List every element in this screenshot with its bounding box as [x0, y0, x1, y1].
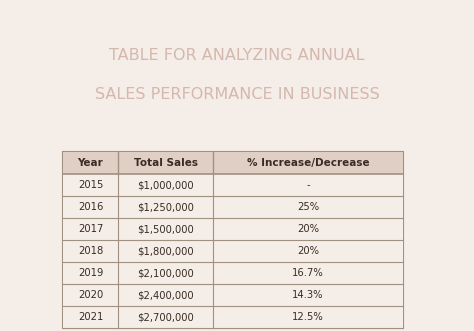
Text: TABLE FOR ANALYZING ANNUAL: TABLE FOR ANALYZING ANNUAL	[109, 48, 365, 63]
Text: -: -	[306, 180, 310, 190]
Text: % Increase/Decrease: % Increase/Decrease	[246, 158, 369, 168]
Text: 20%: 20%	[297, 224, 319, 234]
Bar	[63, 152, 403, 174]
Text: SALES PERFORMANCE IN BUSINESS: SALES PERFORMANCE IN BUSINESS	[95, 87, 379, 103]
Text: 20%: 20%	[297, 246, 319, 256]
Text: 2016: 2016	[78, 202, 103, 212]
Text: $2,400,000: $2,400,000	[137, 290, 194, 300]
Text: 2015: 2015	[78, 180, 103, 190]
Bar	[63, 306, 403, 328]
Bar	[63, 174, 403, 196]
Bar	[63, 262, 403, 284]
Text: 2020: 2020	[78, 290, 103, 300]
Text: $1,250,000: $1,250,000	[137, 202, 194, 212]
Text: 14.3%: 14.3%	[292, 290, 324, 300]
Text: Total Sales: Total Sales	[134, 158, 198, 168]
Bar	[63, 196, 403, 218]
Text: 2017: 2017	[78, 224, 103, 234]
Text: 16.7%: 16.7%	[292, 268, 324, 278]
Text: 2019: 2019	[78, 268, 103, 278]
Bar	[63, 240, 403, 262]
Text: 2018: 2018	[78, 246, 103, 256]
Text: 2021: 2021	[78, 312, 103, 322]
Text: 25%: 25%	[297, 202, 319, 212]
Text: $2,100,000: $2,100,000	[137, 268, 194, 278]
Bar	[63, 218, 403, 240]
Text: 12.5%: 12.5%	[292, 312, 324, 322]
Text: $2,700,000: $2,700,000	[137, 312, 194, 322]
Text: $1,500,000: $1,500,000	[137, 224, 194, 234]
Bar	[63, 284, 403, 306]
Text: Year: Year	[78, 158, 103, 168]
Text: $1,800,000: $1,800,000	[137, 246, 194, 256]
Text: $1,000,000: $1,000,000	[137, 180, 194, 190]
